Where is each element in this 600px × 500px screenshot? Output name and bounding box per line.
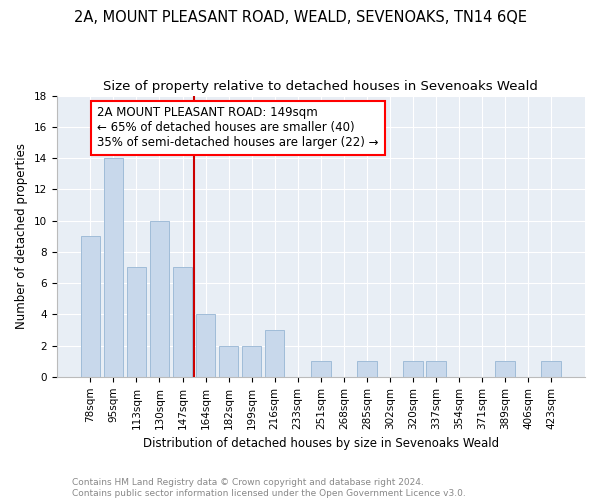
- Bar: [104, 158, 123, 377]
- Text: Contains HM Land Registry data © Crown copyright and database right 2024.
Contai: Contains HM Land Registry data © Crown c…: [72, 478, 466, 498]
- Y-axis label: Number of detached properties: Number of detached properties: [15, 143, 28, 329]
- Bar: [80, 236, 100, 377]
- Title: Size of property relative to detached houses in Sevenoaks Weald: Size of property relative to detached ho…: [103, 80, 538, 93]
- Bar: [149, 220, 169, 377]
- Text: 2A, MOUNT PLEASANT ROAD, WEALD, SEVENOAKS, TN14 6QE: 2A, MOUNT PLEASANT ROAD, WEALD, SEVENOAK…: [74, 10, 527, 25]
- Bar: [242, 346, 262, 377]
- Bar: [541, 361, 561, 377]
- Bar: [219, 346, 238, 377]
- Bar: [357, 361, 377, 377]
- Bar: [127, 268, 146, 377]
- Bar: [426, 361, 446, 377]
- X-axis label: Distribution of detached houses by size in Sevenoaks Weald: Distribution of detached houses by size …: [143, 437, 499, 450]
- Bar: [311, 361, 331, 377]
- Bar: [496, 361, 515, 377]
- Bar: [403, 361, 423, 377]
- Bar: [196, 314, 215, 377]
- Bar: [265, 330, 284, 377]
- Bar: [173, 268, 193, 377]
- Text: 2A MOUNT PLEASANT ROAD: 149sqm
← 65% of detached houses are smaller (40)
35% of : 2A MOUNT PLEASANT ROAD: 149sqm ← 65% of …: [97, 106, 379, 150]
